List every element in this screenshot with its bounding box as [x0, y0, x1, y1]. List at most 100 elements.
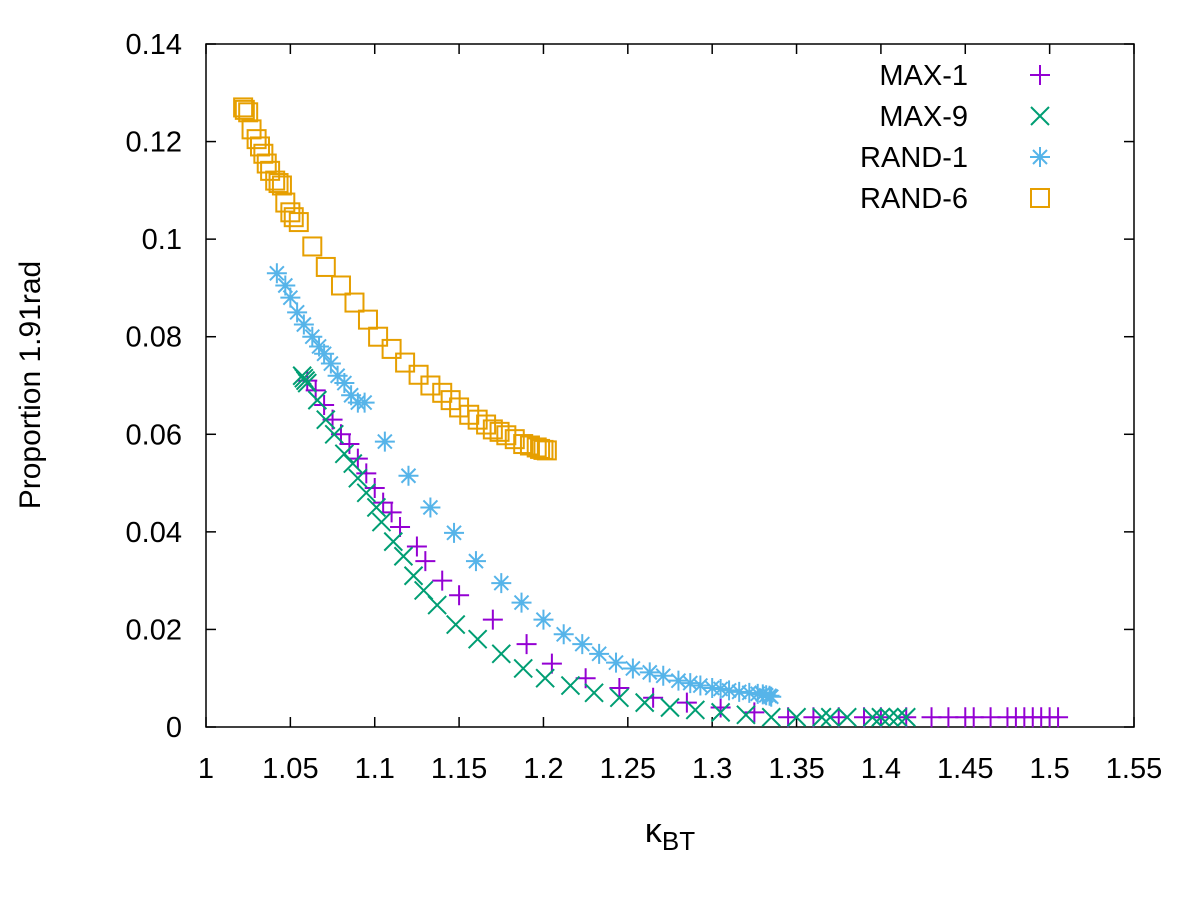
data-point	[408, 364, 429, 385]
plus-shape	[364, 477, 385, 498]
data-point	[356, 483, 376, 503]
legend-label: RAND-6	[860, 183, 968, 215]
square-shape	[268, 173, 289, 194]
cross-shape	[513, 658, 533, 679]
data-point	[536, 440, 557, 461]
data-point	[324, 424, 344, 444]
cross-shape	[660, 697, 680, 718]
cross-shape	[862, 707, 883, 727]
star-shape	[491, 573, 512, 594]
cross-shape	[888, 707, 908, 727]
square-shape	[283, 207, 304, 228]
cross-shape	[324, 424, 344, 444]
data-point	[357, 309, 378, 330]
data-point	[609, 677, 630, 698]
data-point	[786, 707, 807, 727]
x-tick-label: 1.1	[355, 753, 395, 785]
star-shape	[1030, 147, 1050, 167]
star-shape	[354, 392, 375, 413]
square-shape	[526, 437, 547, 458]
data-point	[553, 624, 574, 645]
data-point	[516, 634, 537, 655]
data-point	[354, 392, 375, 413]
data-point	[427, 595, 447, 615]
plus-shape	[854, 707, 875, 728]
square-shape	[330, 275, 351, 296]
data-point	[476, 414, 497, 435]
data-point	[1048, 707, 1069, 728]
square-shape	[368, 326, 389, 347]
data-point	[449, 585, 470, 606]
data-point	[980, 707, 1001, 728]
star-shape	[511, 592, 532, 613]
cross-shape	[393, 546, 414, 566]
square-shape	[381, 338, 402, 359]
data-point	[761, 707, 781, 727]
data-point	[710, 697, 731, 718]
cross-shape	[427, 595, 447, 615]
legend-marker	[1030, 147, 1050, 167]
data-point	[609, 688, 630, 708]
data-point	[643, 687, 664, 708]
x-tick-label: 1.05	[262, 753, 318, 785]
data-point	[398, 465, 419, 486]
square-shape	[357, 309, 378, 330]
cross-shape	[446, 614, 466, 635]
data-point	[293, 314, 314, 335]
data-point	[343, 453, 363, 474]
data-point	[828, 707, 849, 728]
data-point	[449, 397, 470, 418]
plus-shape	[415, 551, 436, 572]
data-point	[314, 343, 335, 364]
star-shape	[465, 551, 486, 572]
x-tick-label: 1.3	[692, 753, 732, 785]
data-point	[511, 592, 532, 613]
star-shape	[398, 465, 419, 486]
star-shape	[639, 662, 660, 683]
plus-shape	[921, 707, 942, 728]
data-point	[803, 707, 824, 728]
square-shape	[302, 236, 323, 257]
plus-shape	[803, 707, 824, 728]
star-shape	[729, 681, 750, 702]
y-tick-label: 0.14	[126, 29, 182, 61]
square-shape	[513, 434, 534, 455]
data-point	[467, 629, 488, 649]
data-point	[938, 707, 959, 728]
series-rand-1	[266, 263, 782, 707]
data-point	[415, 551, 436, 572]
legend-label: RAND-1	[860, 142, 968, 174]
data-point	[315, 256, 336, 277]
square-shape	[536, 440, 557, 461]
data-point	[888, 707, 908, 727]
star-shape	[309, 336, 330, 357]
cross-shape	[348, 468, 368, 488]
star-shape	[327, 365, 348, 386]
plus-shape	[710, 697, 731, 718]
data-point	[778, 707, 799, 728]
square-shape	[315, 256, 336, 277]
data-point	[837, 707, 857, 727]
data-point	[921, 707, 942, 728]
data-point	[371, 512, 392, 532]
data-point	[736, 705, 756, 725]
series-rand-6	[233, 97, 557, 461]
cross-shape	[307, 390, 328, 410]
cross-shape	[820, 707, 840, 727]
data-point	[366, 497, 387, 518]
data-point	[265, 170, 286, 191]
square-shape	[1030, 188, 1050, 208]
data-point	[287, 302, 308, 323]
y-tick-label: 0	[166, 712, 182, 744]
cross-shape	[736, 705, 756, 725]
y-tick-label: 0.12	[126, 127, 182, 159]
plus-shape	[373, 492, 394, 513]
star-shape	[280, 287, 301, 308]
data-point	[268, 173, 289, 194]
square-shape	[519, 435, 540, 456]
cross-shape	[786, 707, 807, 727]
y-axis-label: Proportion 1.91rad	[14, 261, 47, 510]
star-shape	[293, 314, 314, 335]
data-point	[680, 673, 701, 694]
data-point	[668, 670, 689, 691]
